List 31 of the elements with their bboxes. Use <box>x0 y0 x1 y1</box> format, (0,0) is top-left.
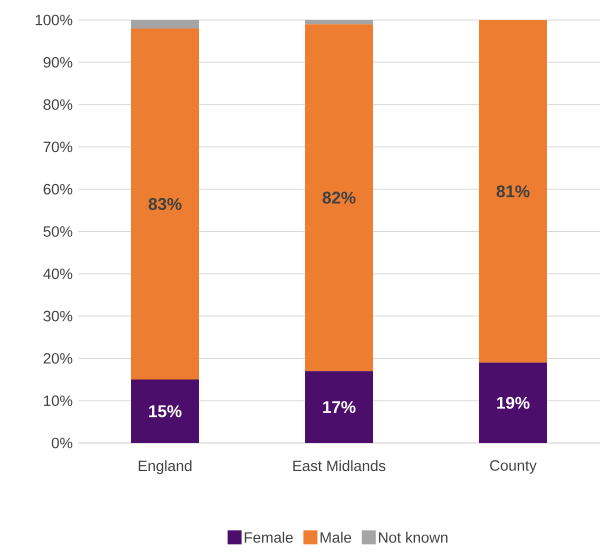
bar <box>305 371 374 443</box>
data-label: 15% <box>149 405 182 418</box>
data-label: 81% <box>496 185 530 198</box>
legend-label: Male <box>320 532 352 543</box>
y-tick-label: 40% <box>43 268 72 280</box>
y-tick-label: 60% <box>44 184 72 194</box>
y-tick-label: 90% <box>44 57 72 68</box>
y-tick-label: 50% <box>44 226 72 237</box>
y-tick-label: 0% <box>52 438 72 448</box>
x-tick-label: East Midlands <box>293 460 386 472</box>
bar <box>479 362 548 443</box>
legend-label: Not known <box>379 532 448 543</box>
y-tick-label: 20% <box>44 353 72 364</box>
y-tick-label: 80% <box>44 99 72 110</box>
bar <box>131 28 200 380</box>
bar <box>131 20 200 28</box>
data-label: 83% <box>148 198 182 210</box>
x-tick-label: County <box>490 460 537 474</box>
bar <box>479 20 548 363</box>
y-tick-label: 30% <box>43 310 72 322</box>
y-tick-label: 100% <box>36 14 72 26</box>
bar <box>131 380 200 443</box>
y-tick-label: 70% <box>44 142 72 152</box>
data-label: 82% <box>322 192 356 204</box>
data-label: 19% <box>497 396 530 409</box>
bar <box>305 24 374 372</box>
bar <box>305 20 374 24</box>
legend-label: Female <box>244 532 293 543</box>
data-label: 17% <box>323 401 356 413</box>
y-tick-label: 10% <box>44 395 72 406</box>
x-tick-label: England <box>138 460 192 474</box>
